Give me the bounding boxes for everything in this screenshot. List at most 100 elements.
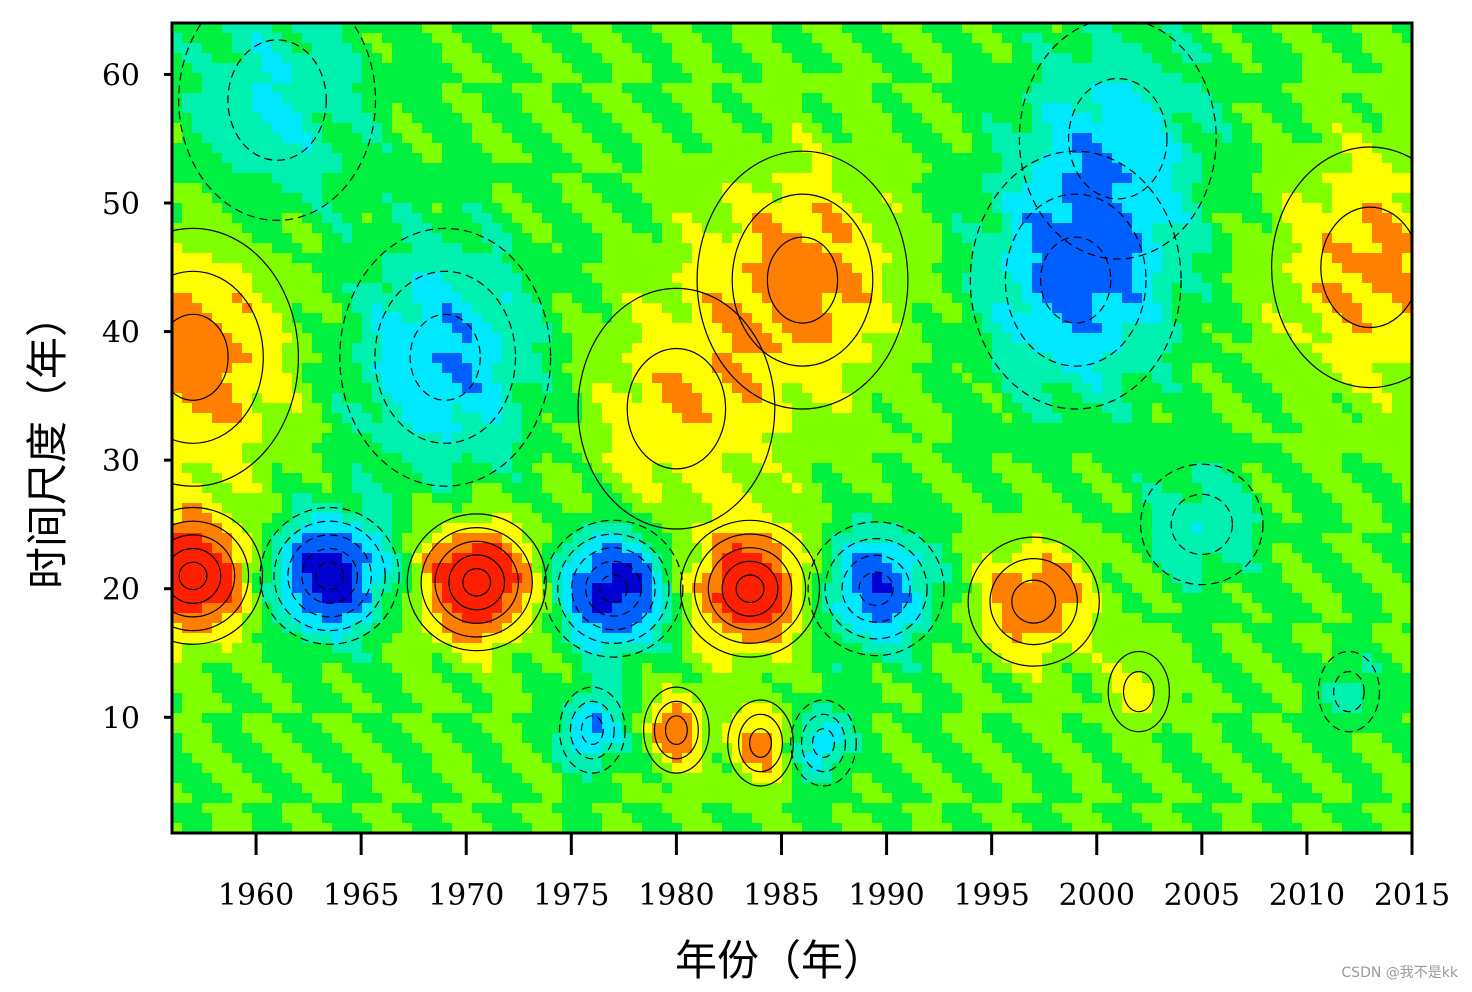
heatmap-cell (1062, 193, 1073, 204)
heatmap-cell (1112, 123, 1123, 134)
heatmap-cell (1362, 23, 1373, 34)
heatmap-cell (882, 203, 893, 214)
heatmap-cell (742, 323, 753, 334)
heatmap-cell (512, 363, 523, 374)
heatmap-cell (1022, 303, 1033, 314)
heatmap-cell (1202, 23, 1213, 34)
heatmap-cell (732, 393, 743, 404)
heatmap-cell (952, 363, 963, 374)
heatmap-cell (1352, 393, 1363, 404)
heatmap-cell (452, 133, 463, 144)
heatmap-cell (1322, 103, 1333, 114)
heatmap-cell (452, 243, 463, 254)
heatmap-cell (262, 33, 273, 44)
heatmap-cell (1202, 393, 1213, 404)
heatmap-cell (1042, 413, 1053, 424)
heatmap-cell (782, 33, 793, 44)
heatmap-cell (662, 283, 673, 294)
heatmap-cell (782, 373, 793, 384)
heatmap-cell (232, 43, 243, 54)
heatmap-cell (752, 403, 763, 414)
heatmap-cell (562, 253, 573, 264)
heatmap-cell (382, 303, 393, 314)
heatmap-cell (202, 333, 213, 344)
heatmap-cell (482, 313, 493, 324)
heatmap-cell (652, 133, 663, 144)
heatmap-cell (1332, 113, 1343, 124)
heatmap-cell (272, 343, 283, 354)
heatmap-cell (222, 173, 233, 184)
heatmap-cell (232, 383, 243, 394)
heatmap-cell (1192, 373, 1203, 384)
heatmap-cell (522, 353, 533, 364)
heatmap-cell (1172, 203, 1183, 214)
heatmap-cell (532, 163, 543, 174)
heatmap-cell (312, 183, 323, 194)
heatmap-cell (332, 133, 343, 144)
heatmap-cell (1062, 153, 1073, 164)
heatmap-cell (782, 73, 793, 84)
heatmap-cell (872, 33, 883, 44)
heatmap-cell (762, 283, 773, 294)
heatmap-cell (482, 393, 493, 404)
heatmap-cell (1132, 23, 1143, 34)
heatmap-cell (1072, 63, 1083, 74)
heatmap-cell (522, 333, 533, 344)
heatmap-cell (902, 223, 913, 234)
heatmap-cell (972, 243, 983, 254)
heatmap-cell (1392, 183, 1403, 194)
heatmap-cell (1052, 143, 1063, 154)
heatmap-cell (672, 403, 683, 414)
heatmap-cell (732, 93, 743, 104)
heatmap-cell (1132, 343, 1143, 354)
heatmap-cell (1022, 53, 1033, 64)
heatmap-cell (722, 33, 733, 44)
heatmap-cell (462, 223, 473, 234)
heatmap-cell (1372, 343, 1383, 354)
heatmap-cell (1272, 153, 1283, 164)
heatmap-cell (1132, 73, 1143, 84)
heatmap-cell (372, 333, 383, 344)
heatmap-cell (362, 423, 373, 434)
heatmap-cell (312, 273, 323, 284)
heatmap-cell (492, 73, 503, 84)
heatmap-cell (942, 363, 953, 374)
heatmap-cell (1052, 153, 1063, 164)
heatmap-cell (812, 63, 823, 74)
heatmap-cell (1142, 393, 1153, 404)
heatmap-cell (572, 313, 583, 324)
heatmap-cell (252, 203, 263, 214)
heatmap-cell (962, 143, 973, 154)
heatmap-cell (1382, 43, 1393, 54)
heatmap-cell (202, 413, 213, 424)
heatmap-cell (912, 353, 923, 364)
heatmap-cell (902, 23, 913, 34)
heatmap-cell (1112, 353, 1123, 364)
heatmap-cell (202, 203, 213, 214)
heatmap-cell (712, 373, 723, 384)
heatmap-cell (1212, 153, 1223, 164)
heatmap-cell (772, 203, 783, 214)
heatmap-cell (1322, 193, 1333, 204)
heatmap-cell (1202, 313, 1213, 324)
heatmap-cell (752, 253, 763, 264)
heatmap-cell (292, 343, 303, 354)
heatmap-cell (192, 33, 203, 44)
heatmap-cell (1242, 403, 1253, 414)
heatmap-cell (432, 313, 443, 324)
heatmap-cell (882, 163, 893, 174)
heatmap-cell (792, 63, 803, 74)
heatmap-cell (432, 63, 443, 74)
heatmap-cell (992, 303, 1003, 314)
heatmap-cell (1142, 233, 1153, 244)
heatmap-cell (1012, 213, 1023, 224)
heatmap-cell (1062, 123, 1073, 134)
heatmap-cell (802, 73, 813, 84)
heatmap-cell (512, 203, 523, 214)
heatmap-cell (642, 193, 653, 204)
heatmap-cell (922, 403, 933, 414)
heatmap-cell (832, 413, 843, 424)
heatmap-cell (1062, 323, 1073, 334)
heatmap-cell (1242, 43, 1253, 54)
heatmap-cell (1002, 283, 1013, 294)
